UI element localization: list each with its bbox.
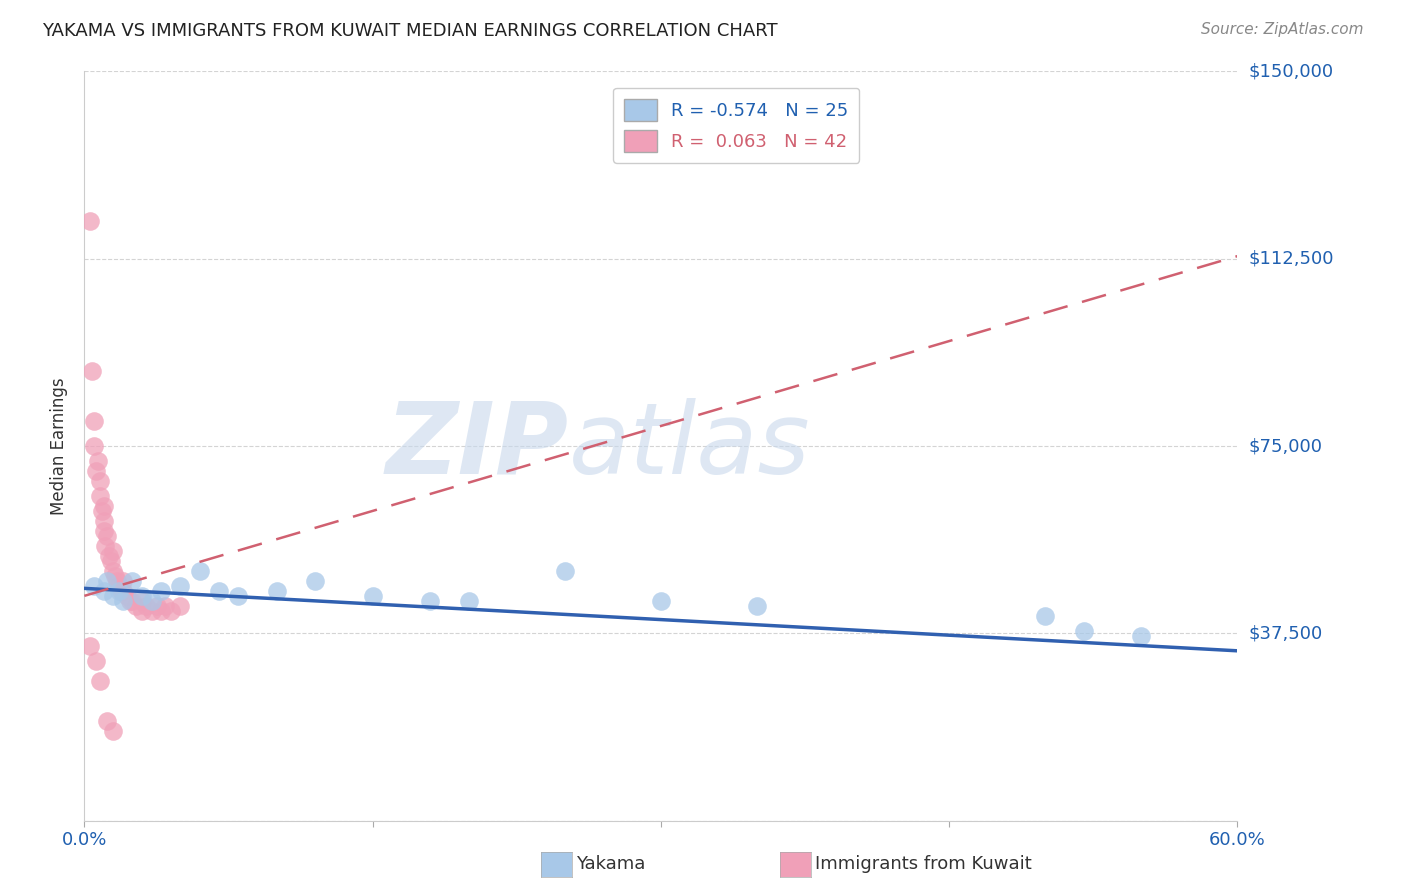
Point (131, 594, 153, 608)
Point (111, 574, 134, 588)
Point (135, 599, 157, 613)
Point (79, 639, 101, 653)
Point (103, 723, 124, 738)
Point (150, 583, 173, 598)
Text: Immigrants from Kuwait: Immigrants from Kuwait (815, 855, 1032, 873)
Point (96, 714, 118, 728)
Point (131, 589, 153, 603)
Point (1073, 624, 1095, 638)
Point (79, 214, 101, 228)
Point (108, 583, 131, 598)
Text: Yakama: Yakama (576, 855, 645, 873)
Point (93, 583, 115, 598)
Point (104, 569, 127, 583)
Point (89, 474, 111, 488)
Point (150, 604, 173, 618)
Point (103, 544, 124, 558)
Point (120, 594, 142, 608)
Point (108, 579, 131, 593)
Point (169, 579, 191, 593)
Legend: R = -0.574   N = 25, R =  0.063   N = 42: R = -0.574 N = 25, R = 0.063 N = 42 (613, 88, 859, 162)
Point (103, 564, 124, 578)
Text: $112,500: $112,500 (1249, 250, 1334, 268)
Point (115, 589, 138, 603)
Point (110, 583, 132, 598)
Point (125, 599, 148, 613)
Text: atlas: atlas (568, 398, 810, 494)
Point (83, 579, 105, 593)
Point (121, 574, 143, 588)
Point (93, 514, 115, 528)
Point (188, 564, 211, 578)
Point (89, 673, 111, 688)
Point (83, 414, 105, 428)
Point (141, 594, 163, 608)
Point (84, 654, 107, 668)
Point (419, 594, 441, 608)
Point (105, 574, 128, 588)
Point (100, 554, 122, 568)
Point (83, 439, 105, 453)
Point (554, 564, 576, 578)
Point (650, 594, 672, 608)
Point (131, 604, 153, 618)
Point (84, 464, 107, 478)
Point (1130, 629, 1153, 643)
Point (93, 499, 115, 513)
Point (94, 539, 117, 553)
Text: $150,000: $150,000 (1249, 62, 1333, 80)
Text: $37,500: $37,500 (1249, 624, 1323, 642)
Point (90, 504, 112, 518)
Point (1033, 608, 1056, 623)
Text: $75,000: $75,000 (1249, 437, 1323, 455)
Point (121, 594, 143, 608)
Point (226, 589, 249, 603)
Point (98, 549, 121, 563)
Point (111, 594, 134, 608)
Point (208, 583, 231, 598)
Point (266, 583, 288, 598)
Point (103, 589, 124, 603)
Point (80, 364, 103, 378)
Text: YAKAMA VS IMMIGRANTS FROM KUWAIT MEDIAN EARNINGS CORRELATION CHART: YAKAMA VS IMMIGRANTS FROM KUWAIT MEDIAN … (42, 22, 778, 40)
Point (96, 529, 118, 543)
Point (153, 599, 176, 613)
Point (745, 599, 768, 613)
Point (141, 604, 163, 618)
Point (96, 574, 118, 588)
Point (146, 599, 169, 613)
Point (304, 574, 326, 588)
Point (93, 524, 115, 538)
Y-axis label: Median Earnings: Median Earnings (51, 377, 69, 515)
Point (457, 594, 479, 608)
Point (87, 454, 110, 468)
Text: ZIP: ZIP (385, 398, 568, 494)
Point (111, 583, 134, 598)
Point (169, 599, 191, 613)
Point (89, 489, 111, 503)
Point (361, 589, 384, 603)
Point (160, 604, 183, 618)
Text: Source: ZipAtlas.com: Source: ZipAtlas.com (1201, 22, 1364, 37)
